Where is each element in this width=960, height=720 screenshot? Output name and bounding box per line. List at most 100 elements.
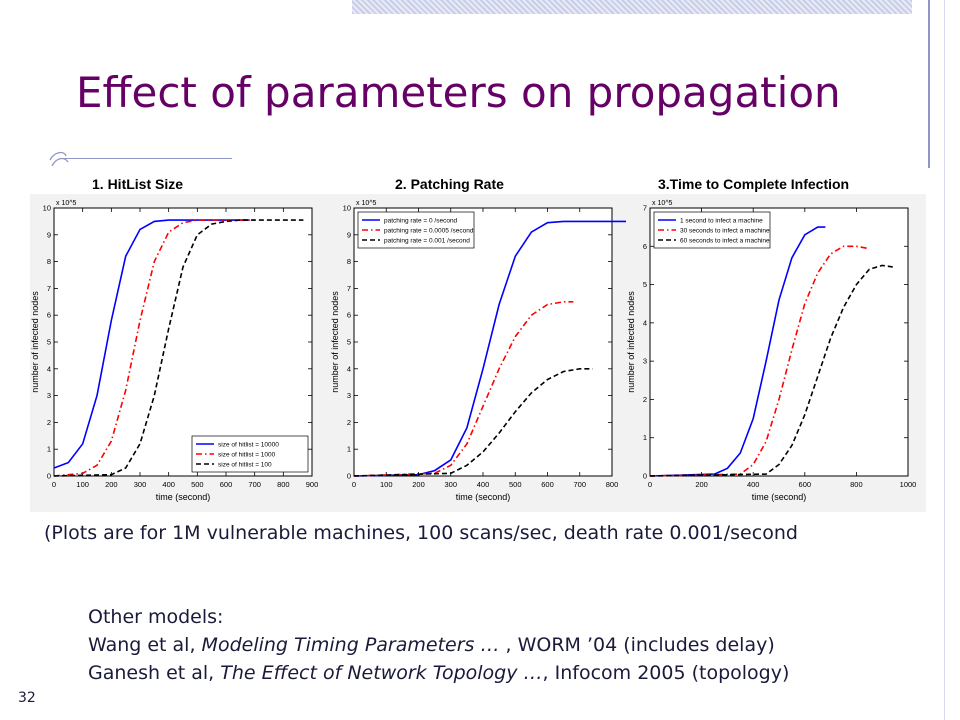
ref-venue: , Infocom 2005 (topology) [542,662,790,684]
y-tick-label: 0 [347,472,351,481]
x-tick-label: 600 [220,480,233,489]
x-tick-label: 200 [695,480,708,489]
title-underline-decoration [62,158,232,159]
plots-caption: (Plots are for 1M vulnerable machines, 1… [44,522,798,544]
other-models-heading: Other models: [88,606,224,628]
y-multiplier-label: x 10^5 [652,200,673,207]
y-tick-label: 0 [47,472,51,481]
series-line-1 [649,226,826,477]
series-line-3 [649,264,896,477]
y-tick-label: 4 [347,364,351,373]
series-line-2 [53,219,255,477]
legend-label: patching rate = 0.001 /second [384,238,470,245]
y-tick-label: 8 [47,257,51,266]
plot-title-hitlist: 1. HitList Size [92,176,184,192]
ref-title: Modeling Timing Parameters … [201,634,506,656]
y-tick-label: 8 [347,257,351,266]
ref-authors: Wang et al, [88,634,202,656]
y-tick-label: 2 [47,418,51,427]
y-multiplier-label: x 10^5 [56,200,77,207]
y-tick-label: 1 [347,445,351,454]
ref-title: The Effect of Network Topology … [220,662,543,684]
y-tick-label: 6 [47,311,51,320]
legend-label: patching rate = 0 /second [384,218,458,225]
series-line-2 [353,301,574,477]
y-tick-label: 4 [47,364,51,373]
ref-authors: Ganesh et al, [88,662,221,684]
y-tick-label: 3 [643,357,647,366]
plot-title-infection-time: 3.Time to Complete Infection [658,176,850,192]
y-axis-label: number of infected nodes [626,291,636,393]
legend-label: 30 seconds to infect a machine [680,228,770,235]
other-model-wang: Wang et al, Modeling Timing Parameters …… [88,634,775,656]
y-tick-label: 9 [47,230,51,239]
slide-title: Effect of parameters on propagation [76,68,841,117]
y-tick-label: 5 [643,280,647,289]
legend-label: size of hitlist = 10000 [218,442,279,449]
chart-patching-rate: 0 100 200 300 400 500 600 700 800 0 1 2 3 4 5 6 7 8 9 10 x 1… [330,194,630,512]
x-tick-label: 300 [444,480,457,489]
y-tick-label: 10 [43,204,51,213]
legend-label: 60 seconds to infect a machine [680,238,770,245]
plot-area [353,207,613,477]
x-tick-label: 100 [76,480,89,489]
y-tick-label: 10 [343,204,351,213]
series-line-1 [353,220,630,477]
y-tick-label: 3 [347,391,351,400]
y-tick-label: 2 [643,395,647,404]
y-tick-label: 5 [347,338,351,347]
y-axis-label: number of infected nodes [30,291,40,393]
x-tick-label: 600 [541,480,554,489]
y-tick-label: 9 [347,230,351,239]
other-model-ganesh: Ganesh et al, The Effect of Network Topo… [88,662,789,684]
y-tick-label: 7 [643,204,647,213]
curl-ornament-icon [49,151,69,167]
x-tick-label: 200 [105,480,118,489]
y-axis-label: number of infected nodes [330,291,340,393]
x-tick-label: 100 [380,480,393,489]
series-line-3 [353,368,593,477]
y-tick-label: 5 [47,338,51,347]
x-tick-label: 800 [277,480,290,489]
y-tick-label: 1 [643,433,647,442]
x-tick-label: 1000 [900,480,917,489]
y-tick-label: 4 [643,318,647,327]
top-decoration-band [352,0,912,14]
x-tick-label: 700 [573,480,586,489]
y-tick-label: 3 [47,391,51,400]
legend-label: size of hitlist = 1000 [218,452,276,459]
x-tick-label: 600 [799,480,812,489]
right-edge-line [944,0,945,720]
x-tick-label: 200 [412,480,425,489]
x-tick-label: 700 [248,480,261,489]
x-tick-label: 800 [850,480,863,489]
x-tick-label: 900 [306,480,319,489]
series-line-2 [649,245,867,477]
legend-label: patching rate = 0.0005 /second [384,228,474,235]
y-tick-label: 1 [47,445,51,454]
y-tick-label: 7 [47,284,51,293]
x-tick-label: 500 [191,480,204,489]
x-tick-label: 0 [352,480,356,489]
plot-area [649,207,909,477]
x-tick-label: 0 [52,480,56,489]
y-tick-label: 0 [643,472,647,481]
y-tick-label: 6 [347,311,351,320]
series-line-3 [53,219,304,477]
x-tick-label: 0 [648,480,652,489]
x-tick-label: 400 [162,480,175,489]
plot-area [53,207,313,477]
x-tick-label: 400 [747,480,760,489]
x-tick-label: 300 [134,480,147,489]
x-axis-label: time (second) [156,492,211,502]
y-tick-label: 7 [347,284,351,293]
x-axis-label: time (second) [752,492,807,502]
chart-infection-time: 0 200 400 600 800 1000 0 1 2 3 4 5 6 7 x 10^5 time (sec… [626,194,926,512]
x-tick-label: 400 [477,480,490,489]
x-axis-label: time (second) [456,492,511,502]
y-multiplier-label: x 10^5 [356,200,377,207]
plot-title-patching: 2. Patching Rate [395,176,504,192]
y-tick-label: 2 [347,418,351,427]
legend-label: 1 second to infect a machine [680,218,763,225]
chart-hitlist-size: 0 100 200 300 400 500 600 700 800 900 0 1 2 3 4 5 6 7 8 9 10… [30,194,330,512]
